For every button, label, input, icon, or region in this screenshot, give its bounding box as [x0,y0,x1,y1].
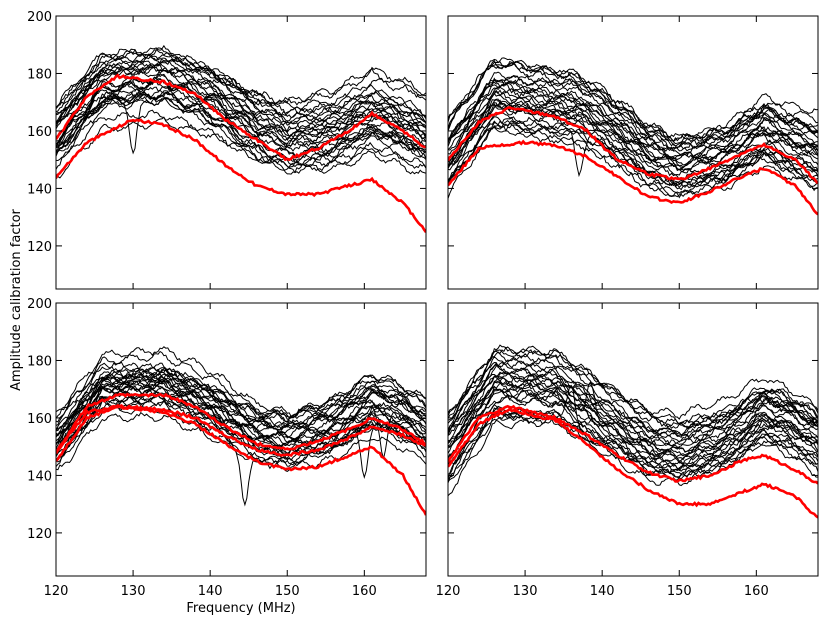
measurement-line [448,380,818,472]
y-tick-label: 180 [27,354,52,369]
measurement-line [56,93,426,166]
measurement-line [448,82,818,152]
measurement-line [448,100,818,174]
measurement-line [56,367,426,432]
x-tick-label: 120 [436,584,461,599]
x-tick-label: 150 [667,584,692,599]
measurement-line [448,388,818,465]
measurement-line [56,97,426,175]
red-series-2 [56,404,426,516]
measurement-line [56,58,426,115]
measurement-line [448,362,818,437]
measurement-line [56,73,426,142]
measurement-line [448,102,818,191]
measurement-line [56,362,426,423]
measurement-line [448,380,818,462]
plot-frame [55,15,427,290]
x-tick-label: 130 [513,584,538,599]
panel-bottom-left: 120 130 140 150 160 120 140 160 180 200 [27,297,427,599]
measurement-line [448,389,818,461]
measurement-line [56,48,426,126]
y-tick-label: 200 [27,10,52,25]
measurement-line [448,78,818,157]
measurement-line [56,96,426,163]
y-tick-label: 160 [27,412,52,427]
red-series-2 [56,118,426,233]
measurement-line [448,356,818,439]
y-tick-label: 180 [27,67,52,82]
y-tick-label: 120 [27,527,52,542]
y-tick-label: 120 [27,240,52,255]
measurement-line [448,100,818,172]
plot-frame [447,302,819,577]
measurement-line [448,350,818,420]
measurement-line [56,370,426,431]
measurement-line [56,350,426,426]
panel-bottom-right: 120 130 140 150 160 [436,302,819,599]
measurement-line [448,57,818,141]
y-tick-label: 200 [27,297,52,312]
measurement-line [448,90,818,171]
measurement-line [448,382,818,453]
measurement-line [56,47,426,117]
measurement-line [448,75,818,150]
x-tick-label: 130 [121,584,146,599]
measurement-line [448,58,818,145]
measurement-line [448,344,818,429]
measurement-line [56,53,426,109]
x-tick-label: 160 [744,584,769,599]
y-tick-label: 140 [27,182,52,197]
measurement-line [56,109,426,171]
measurement-line [448,417,818,497]
measurement-line [56,346,426,418]
measurement-line [448,59,818,147]
measurement-line [56,392,426,462]
red-series-1 [448,105,818,185]
red-series-1 [56,73,426,162]
measurement-line [448,404,818,478]
x-tick-label: 120 [44,584,69,599]
red-series-1 [56,392,426,454]
plot-frame [447,15,819,290]
red-series-3 [56,403,426,462]
panel-top-left: 120 140 160 180 200 [27,10,427,290]
x-tick-label: 160 [352,584,377,599]
measurement-line [448,60,818,143]
red-series-2 [448,139,818,216]
y-tick-label: 160 [27,125,52,140]
x-tick-label: 140 [198,584,223,599]
measurement-line [56,86,426,153]
series-group [448,57,818,216]
measurement-line [448,116,818,188]
series-group [56,346,426,516]
measurement-line [448,361,818,438]
measurement-line [448,116,818,188]
red-series-2 [448,407,818,519]
x-tick-label: 140 [590,584,615,599]
y-axis-label: Amplitude calibration factor [9,208,24,390]
panel-top-right [447,15,819,290]
plot-frame [55,302,427,577]
series-group [448,344,818,519]
y-tick-label: 140 [27,469,52,484]
measurement-line [56,368,426,437]
series-group [56,44,426,233]
x-axis-label: Frequency (MHz) [186,601,295,616]
measurement-line [56,86,426,152]
measurement-line [448,348,818,425]
measurement-line [448,387,818,478]
red-series-1 [448,404,818,485]
measurement-line [56,64,426,128]
measurement-line [56,64,426,130]
x-tick-label: 150 [275,584,300,599]
